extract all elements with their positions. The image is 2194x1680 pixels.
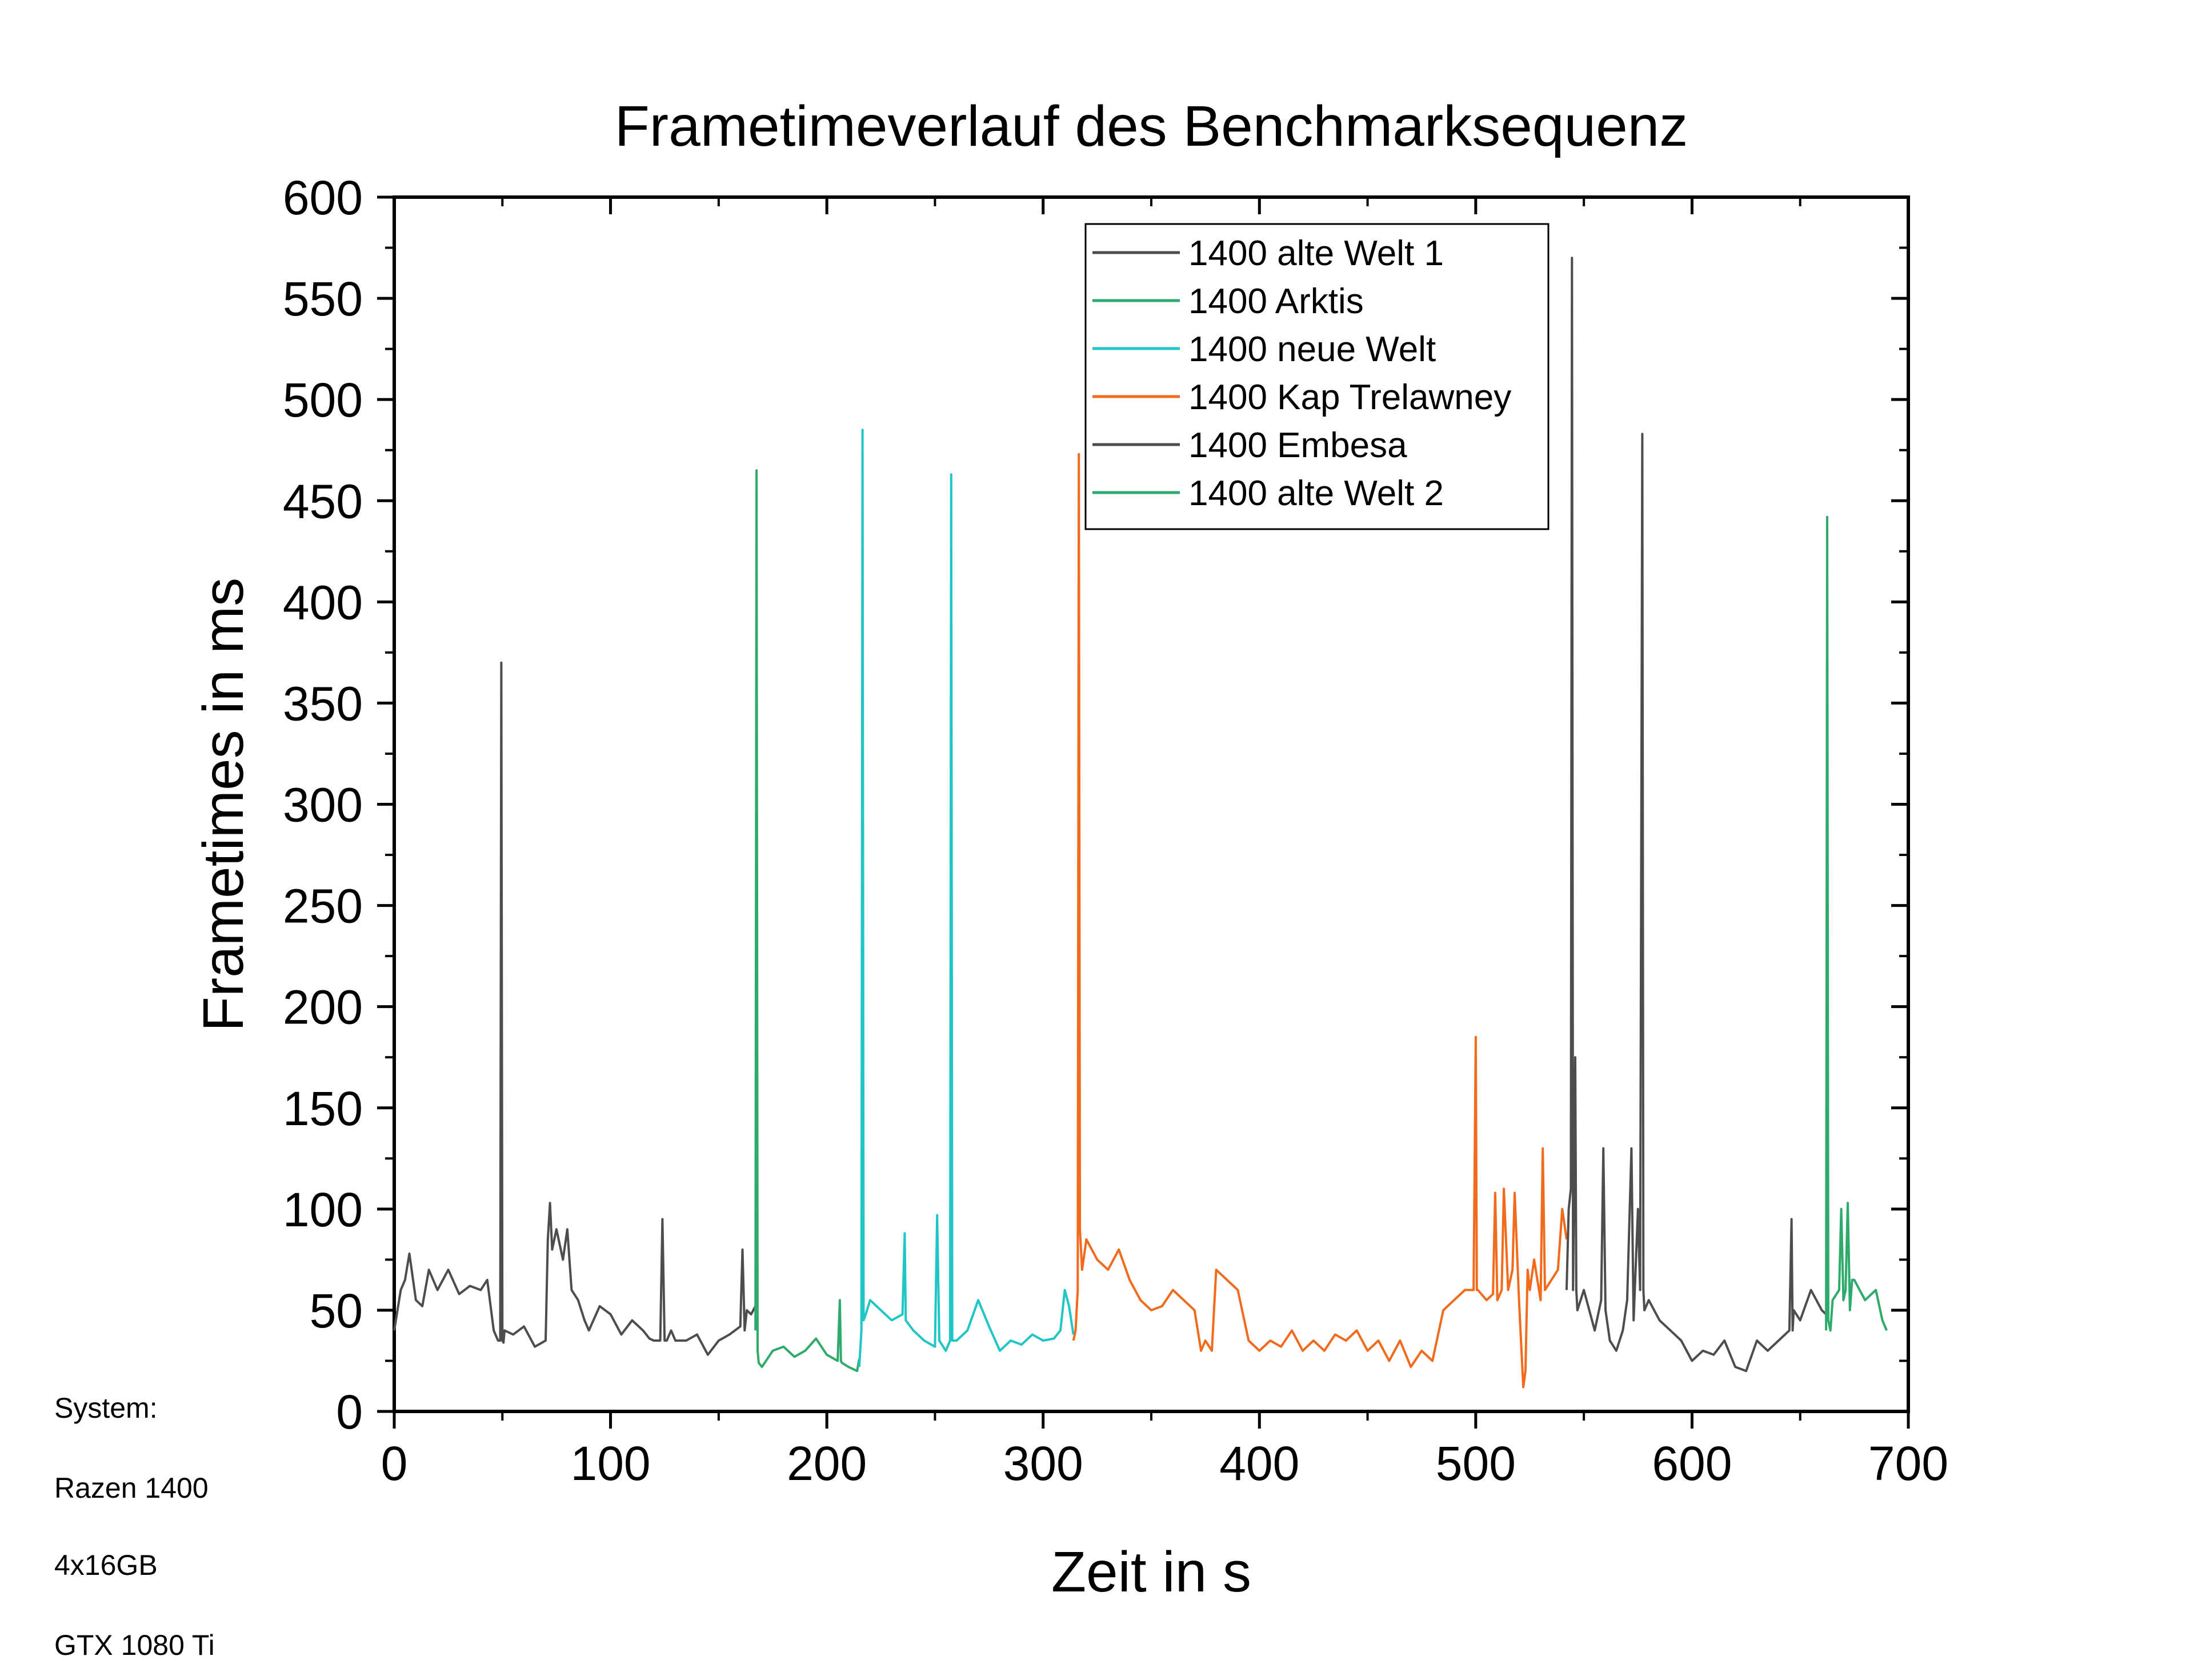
y-tick-label: 200 xyxy=(283,981,363,1034)
y-tick-label: 350 xyxy=(283,677,363,730)
x-tick-label: 700 xyxy=(1868,1437,1948,1490)
system-cpu: Razen 1400 xyxy=(54,1472,209,1504)
system-gpu: GTX 1080 Ti xyxy=(54,1629,215,1661)
legend-label: 1400 Arktis xyxy=(1188,282,1364,321)
x-axis-label: Zeit in s xyxy=(1051,1540,1251,1604)
series-line xyxy=(1565,257,1827,1373)
x-tick-label: 400 xyxy=(1219,1437,1299,1490)
y-axis-label: Frametimes in ms xyxy=(191,578,255,1032)
y-tick-label: 500 xyxy=(283,373,363,427)
x-tick-label: 300 xyxy=(1003,1437,1083,1490)
y-tick-label: 150 xyxy=(283,1082,363,1135)
chart-title: Frametimeverlauf des Benchmarksequenz xyxy=(615,94,1688,158)
series-line xyxy=(858,429,1075,1367)
legend-label: 1400 Embesa xyxy=(1188,426,1407,465)
x-tick-label: 100 xyxy=(570,1437,650,1490)
x-tick-label: 600 xyxy=(1652,1437,1732,1490)
y-tick-label: 550 xyxy=(283,272,363,326)
y-tick-label: 600 xyxy=(283,171,363,225)
legend-label: 1400 neue Welt xyxy=(1188,330,1436,369)
y-tick-label: 400 xyxy=(283,575,363,629)
legend-label: 1400 alte Welt 1 xyxy=(1188,234,1444,273)
series-lines xyxy=(393,257,1888,1389)
y-tick-label: 300 xyxy=(283,778,363,832)
axes: 0 100 200 300 400 500 600 700 0 50 100 150 200 250 300… xyxy=(283,171,1948,1490)
legend-label: 1400 alte Welt 2 xyxy=(1188,474,1444,513)
series-line xyxy=(1825,515,1888,1332)
series-line xyxy=(754,469,860,1373)
legend-label: 1400 Kap Trelawney xyxy=(1188,378,1511,417)
y-tick-label: 250 xyxy=(283,879,363,933)
x-tick-label: 200 xyxy=(787,1437,867,1490)
x-tick-label: 0 xyxy=(381,1437,408,1490)
y-tick-label: 100 xyxy=(283,1183,363,1237)
series-line xyxy=(393,661,756,1356)
system-ram: 4x16GB xyxy=(54,1549,158,1581)
legend-box xyxy=(1084,223,1550,530)
series-line xyxy=(1072,453,1568,1389)
x-tick-label: 500 xyxy=(1436,1437,1516,1490)
y-tick-label: 50 xyxy=(310,1284,363,1338)
system-label: System: xyxy=(54,1392,158,1424)
y-tick-label: 0 xyxy=(336,1385,363,1439)
legend: 1400 alte Welt 1 1400 Arktis 1400 neue Wel… xyxy=(1084,223,1550,530)
y-tick-label: 450 xyxy=(283,474,363,528)
